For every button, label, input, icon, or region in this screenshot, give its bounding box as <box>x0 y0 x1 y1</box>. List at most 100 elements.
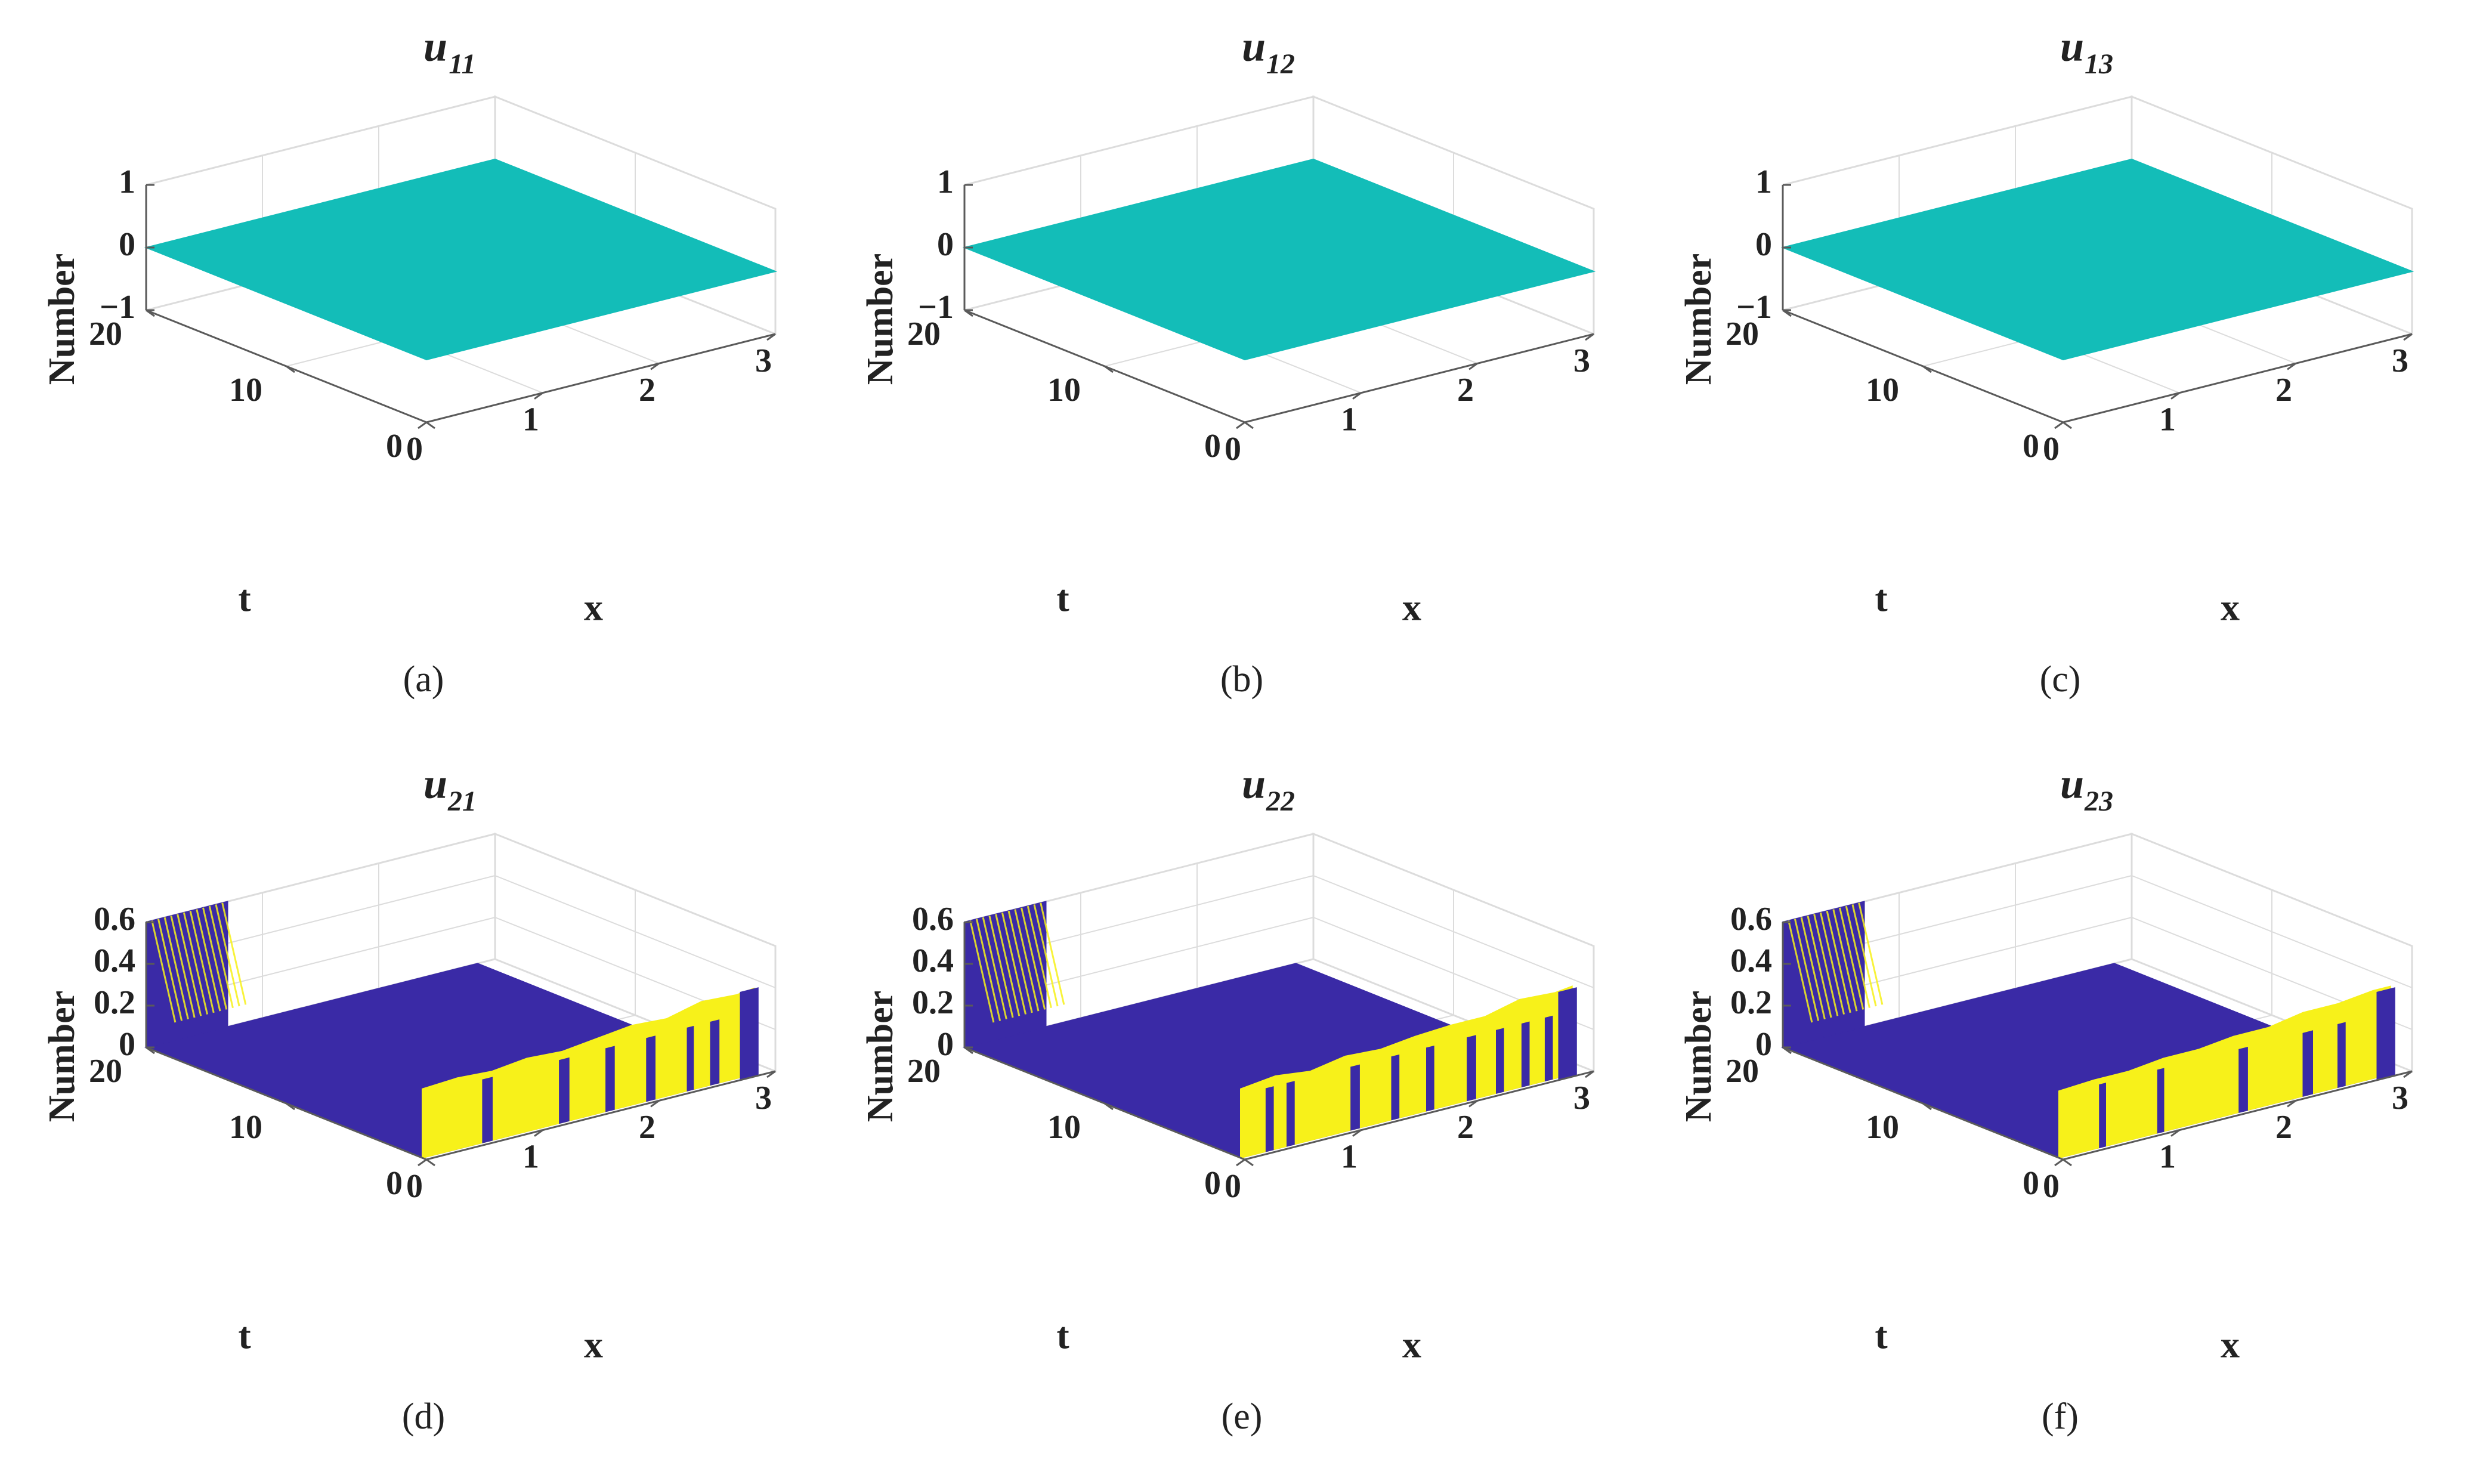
grid-line-z <box>964 874 1594 988</box>
surface <box>144 901 759 1159</box>
panel-caption: (e) <box>1222 1396 1263 1437</box>
z-tick-label: 0 <box>1755 226 1772 263</box>
surface-edge-strip <box>740 987 759 1081</box>
axes: 0 1 2 3 0 10 20−1 0 1 Number t x <box>42 163 776 629</box>
chart-title-main: u <box>2060 23 2084 70</box>
surface-low-band <box>2157 1068 2165 1134</box>
surface-ridge-stroke <box>1800 917 1826 1020</box>
grid-line-z <box>1782 916 2413 1030</box>
t-tick-mark <box>426 1158 435 1167</box>
t-tick-label: 20 <box>907 316 941 353</box>
surface-low-band <box>687 1025 694 1092</box>
t-tick-label: 20 <box>1726 316 1759 353</box>
x-tick-mark <box>1352 1129 1362 1137</box>
chart-title-subscript: 23 <box>2084 786 2113 817</box>
surface-edge-strip <box>1558 987 1577 1081</box>
z-tick-label: 0 <box>937 226 954 263</box>
x-tick-mark <box>766 1070 776 1078</box>
x-tick-label: 3 <box>2392 342 2408 379</box>
x-tick-mark <box>2287 363 2296 370</box>
x-axis-line <box>426 1070 776 1161</box>
surface-ridge-stroke <box>982 917 1007 1020</box>
grid-line-z <box>964 916 1594 1030</box>
z-axis-label: Number <box>1678 991 1719 1122</box>
x-axis-line <box>2063 1070 2413 1161</box>
t-tick-mark <box>1922 365 1932 373</box>
x-axis-label: x <box>584 586 603 629</box>
panel-caption-label: (c) <box>2040 659 2081 700</box>
x-axis-line <box>1244 1070 1594 1161</box>
z-tick-label: 0.2 <box>1730 984 1772 1021</box>
z-tick-label: −1 <box>918 289 954 326</box>
x-axis-label: x <box>584 1324 603 1366</box>
surface-plane <box>144 158 778 361</box>
grid-line-z <box>146 916 776 1030</box>
t-tick-mark <box>1104 365 1114 373</box>
x-tick-label: 1 <box>2159 401 2176 438</box>
surface-low-band <box>1467 1035 1476 1102</box>
grid-line-z <box>146 833 776 947</box>
surface-ridge-stroke <box>1788 920 1813 1023</box>
t-tick-mark <box>1782 1046 1792 1055</box>
x-tick-mark <box>2170 1129 2180 1137</box>
grid-line-z <box>964 95 1594 209</box>
x-tick-mark <box>418 1158 427 1167</box>
surface-plane <box>1780 158 2414 361</box>
x-tick-mark <box>2054 1158 2064 1167</box>
surface-low-band <box>710 1019 720 1086</box>
x-tick-mark <box>534 392 543 400</box>
surface-ridge-stroke <box>976 919 1001 1021</box>
z-tick-label: 1 <box>1755 163 1772 200</box>
surface-ridge-stroke <box>221 902 247 1005</box>
t-tick-label: 10 <box>1866 372 1899 409</box>
x-tick-label: 3 <box>755 342 772 379</box>
t-tick-label: 20 <box>1726 1053 1759 1090</box>
surface-low-band <box>2099 1083 2106 1149</box>
surface-ridge-stroke <box>1033 904 1059 1007</box>
x-tick-label: 2 <box>2275 1109 2292 1146</box>
t-tick-mark <box>1104 1102 1114 1111</box>
x-tick-label: 1 <box>1341 1139 1358 1176</box>
surface <box>962 901 1577 1159</box>
surface-ridge-stroke <box>157 919 183 1021</box>
x-axis-label: x <box>1402 586 1421 629</box>
t-tick-label: 0 <box>386 428 403 465</box>
chart-title: u 22 <box>1242 760 1295 818</box>
surface-ridge-stroke <box>1007 910 1033 1013</box>
surface-ridge-stroke <box>1014 909 1040 1012</box>
panel-caption: (c) <box>2040 659 2081 700</box>
x-tick-mark <box>1352 392 1362 400</box>
x-tick-mark <box>418 421 427 429</box>
chart-title-subscript: 11 <box>449 48 475 80</box>
surface-low-band <box>1287 1081 1295 1147</box>
x-tick-mark <box>1468 363 1478 370</box>
t-tick-mark <box>146 1046 155 1055</box>
x-tick-mark <box>2170 392 2180 400</box>
z-axis-label: Number <box>860 253 901 385</box>
t-tick-label: 0 <box>2023 1165 2039 1202</box>
surface-ridge-stroke <box>1839 907 1864 1010</box>
x-tick-label: 0 <box>2043 1168 2060 1205</box>
z-axis-label: Number <box>42 253 82 385</box>
z-tick-label: 0.2 <box>94 984 135 1021</box>
surface-ridge-stroke <box>151 920 177 1023</box>
surface-ridge-stroke <box>208 905 234 1009</box>
x-tick-label: 2 <box>2275 372 2292 409</box>
axes: 0 1 2 3 0 10 20−1 0 1 Number t x <box>860 163 1594 629</box>
x-tick-mark <box>2054 421 2064 429</box>
surface-ridge-stroke <box>196 909 221 1012</box>
axes: 0 1 2 3 0 10 20−1 0 1 Number t x <box>1678 163 2413 629</box>
t-axis-label: t <box>1056 577 1069 620</box>
z-tick-label: 0.2 <box>912 984 954 1021</box>
t-tick-mark <box>286 1102 295 1111</box>
x-tick-label: 1 <box>522 401 539 438</box>
x-tick-mark <box>2403 333 2413 341</box>
panel-caption-label: (d) <box>402 1396 445 1437</box>
x-tick-mark <box>1468 1100 1478 1108</box>
grid-line-z <box>146 874 776 988</box>
panel-caption-label: (a) <box>403 659 444 700</box>
t-tick-mark <box>426 421 435 429</box>
surface-low-band <box>2302 1030 2313 1097</box>
